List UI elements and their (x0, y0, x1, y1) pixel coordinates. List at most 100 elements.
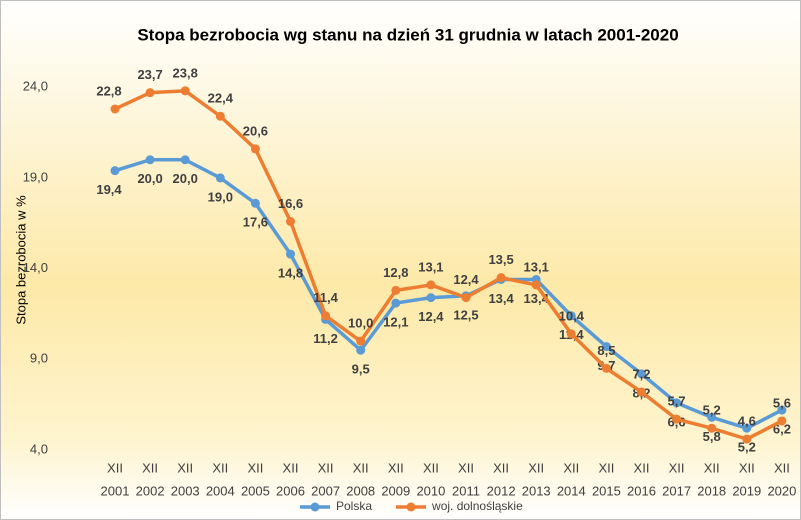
data-label: 8,5 (597, 343, 615, 358)
y-axis-title: Stopa bezrobocia w % (13, 195, 28, 325)
x-tick-label: XII (353, 460, 369, 475)
data-point (707, 423, 717, 433)
x-tick-label: XII (212, 460, 228, 475)
data-label: 10,4 (559, 308, 585, 323)
data-label: 11,4 (313, 290, 338, 305)
data-point (672, 414, 682, 424)
data-label: 20,0 (173, 171, 198, 186)
series-line (114, 158, 783, 430)
data-label: 19,4 (96, 182, 122, 197)
x-tick-label: XII (774, 460, 790, 475)
data-point (145, 88, 155, 98)
x-tick-label: 2011 (452, 483, 480, 498)
x-tick-label: XII (458, 460, 474, 475)
data-label: 12,8 (383, 265, 408, 280)
data-point (321, 311, 331, 321)
x-tick-label: XII (704, 460, 720, 475)
x-tick-label: XII (318, 460, 334, 475)
x-tick-label: XII (598, 460, 614, 475)
data-label: 17,6 (243, 215, 268, 230)
data-point (356, 345, 366, 355)
x-tick-label: 2002 (136, 483, 165, 498)
data-label: 5,2 (703, 403, 721, 418)
data-point (566, 329, 576, 339)
x-tick-label: XII (493, 460, 509, 475)
data-label: 20,0 (137, 171, 162, 186)
series-line (114, 89, 783, 441)
data-point (461, 293, 471, 303)
data-label: 13,1 (418, 259, 443, 274)
data-point (180, 86, 190, 96)
x-tick-label: XII (423, 460, 439, 475)
x-tick-label: 2007 (311, 483, 340, 498)
data-point (637, 387, 646, 397)
data-point (742, 423, 752, 433)
data-point (145, 155, 155, 165)
x-tick-label: XII (528, 460, 544, 475)
data-label: 7,2 (632, 366, 650, 381)
x-tick-label: 2013 (522, 483, 551, 498)
x-tick-label: 2005 (241, 483, 270, 498)
x-tick-label: 2008 (346, 483, 375, 498)
x-tick-label: 2014 (557, 483, 586, 498)
x-tick-label: XII (739, 460, 755, 475)
data-point (777, 405, 787, 415)
data-label: 9,5 (352, 362, 370, 377)
data-label: 10,0 (348, 316, 373, 331)
data-point (110, 104, 120, 114)
data-label: 14,8 (278, 266, 303, 281)
data-label: 19,0 (208, 189, 233, 204)
data-point (601, 363, 611, 373)
x-tick-label: 2016 (627, 483, 656, 498)
y-tick-label: 9,0 (30, 351, 48, 366)
x-tick-label: XII (669, 460, 685, 475)
data-point (356, 336, 366, 346)
data-label: 5,7 (668, 394, 686, 409)
data-point (496, 273, 506, 283)
x-tick-label: 2006 (276, 483, 305, 498)
x-tick-label: 2019 (732, 483, 761, 498)
data-point (672, 398, 682, 408)
y-tick-label: 14,0 (23, 260, 48, 275)
data-label: 5,8 (703, 429, 721, 444)
data-point (180, 155, 190, 165)
data-point (637, 369, 646, 379)
x-tick-label: 2003 (171, 483, 200, 498)
x-tick-label: 2012 (487, 483, 516, 498)
x-tick-label: XII (107, 460, 123, 475)
legend-label: woj. dolnośląskie (431, 499, 523, 513)
x-tick-label: 2009 (381, 483, 410, 498)
x-tick-label: 2001 (101, 483, 130, 498)
data-label: 12,5 (453, 307, 478, 322)
data-label: 22,4 (208, 91, 234, 106)
data-point (426, 280, 436, 290)
x-tick-label: XII (177, 460, 193, 475)
data-label: 4,6 (738, 414, 756, 429)
data-point (286, 216, 295, 226)
data-point (777, 416, 787, 426)
data-label: 12,4 (418, 309, 444, 324)
data-point (215, 111, 225, 121)
x-tick-label: 2020 (767, 483, 796, 498)
data-point (601, 342, 611, 352)
data-label: 22,8 (96, 83, 121, 98)
x-tick-label: XII (634, 460, 650, 475)
x-tick-label: 2004 (206, 483, 235, 498)
data-label: 16,6 (278, 196, 303, 211)
data-label: 23,7 (137, 67, 162, 82)
data-label: 13,4 (488, 291, 514, 306)
data-point (250, 198, 260, 208)
data-label: 20,6 (243, 123, 268, 138)
data-label: 13,1 (524, 259, 549, 274)
y-tick-label: 19,0 (23, 169, 48, 184)
y-tick-label: 24,0 (23, 79, 48, 94)
x-tick-label: 2010 (416, 483, 445, 498)
data-point (566, 311, 576, 321)
data-label: 12,1 (383, 315, 408, 330)
data-label: 12,4 (453, 272, 479, 287)
x-tick-label: 2015 (592, 483, 621, 498)
data-point (250, 144, 260, 154)
data-label: 11,2 (313, 331, 338, 346)
data-point (742, 434, 752, 444)
